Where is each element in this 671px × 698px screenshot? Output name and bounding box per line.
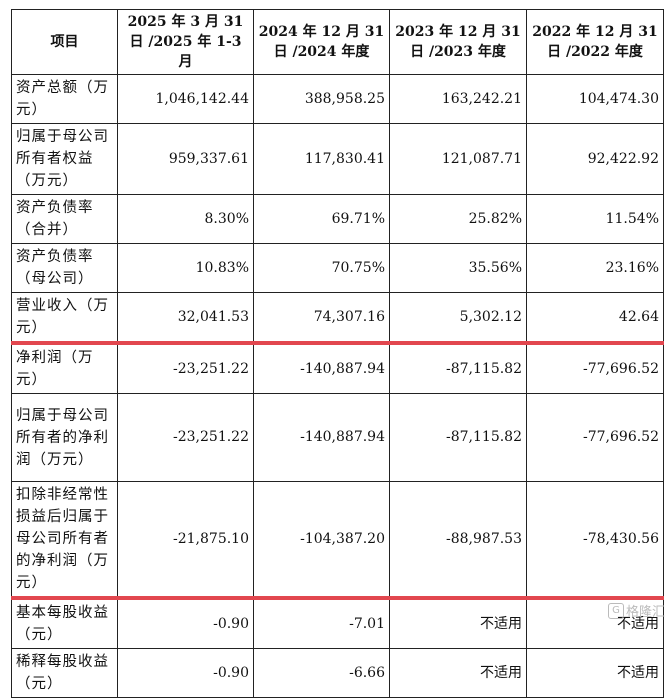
watermark: G 格隆汇 (607, 601, 665, 620)
cell: -78,430.56 (526, 481, 664, 600)
row-label: 归属于母公司所有者权益（万元） (11, 123, 118, 195)
table-row: 扣除非经常性损益后归属于母公司所有者的净利润（万元） -21,875.10 -1… (11, 481, 664, 600)
cell: 70.75% (253, 243, 390, 293)
header-2022: 2022 年 12 月 31 日 /2022 年度 (526, 9, 664, 75)
cell: -87,115.82 (389, 342, 527, 394)
cell: 74,307.16 (253, 292, 390, 345)
cell: -88,987.53 (389, 481, 527, 600)
cell: 388,958.25 (253, 74, 390, 124)
cell: 69.71% (253, 194, 390, 244)
row-label: 净利润（万元） (11, 342, 118, 394)
header-2025q1: 2025 年 3 月 31 日 /2025 年 1-3 月 (117, 9, 254, 75)
cell: 42.64 (526, 292, 664, 345)
cell: -23,251.22 (117, 342, 254, 394)
header-2023: 2023 年 12 月 31 日 /2023 年度 (389, 9, 527, 75)
cell: 8.30% (117, 194, 254, 244)
cell: 959,337.61 (117, 123, 254, 195)
cell: 10.83% (117, 243, 254, 293)
table-row: 基本每股收益（元） -0.90 -7.01 不适用 不适用 (11, 597, 664, 649)
cell: 104,474.30 (526, 74, 664, 124)
table-row: 资产负债率（母公司） 10.83% 70.75% 35.56% 23.16% (11, 243, 664, 293)
cell: -104,387.20 (253, 481, 390, 600)
cell: 35.56% (389, 243, 527, 293)
cell: 不适用 (389, 648, 527, 698)
table-row: 营业收入（万元） 32,041.53 74,307.16 5,302.12 42… (11, 292, 664, 345)
cell: -6.66 (253, 648, 390, 698)
cell: 163,242.21 (389, 74, 527, 124)
watermark-text: 格隆汇 (625, 605, 665, 620)
cell: 121,087.71 (389, 123, 527, 195)
row-label: 基本每股收益（元） (11, 597, 118, 649)
cell: 25.82% (389, 194, 527, 244)
g-logo-icon: G (607, 602, 624, 619)
row-label: 扣除非经常性损益后归属于母公司所有者的净利润（万元） (11, 481, 118, 600)
cell: 不适用 (389, 597, 527, 649)
cell: -140,887.94 (253, 342, 390, 394)
cell: -77,696.52 (526, 342, 664, 394)
cell: 92,422.92 (526, 123, 664, 195)
row-label: 归属于母公司所有者的净利润（万元） (11, 393, 118, 482)
header-2024: 2024 年 12 月 31 日 /2024 年度 (253, 9, 390, 75)
cell: -0.90 (117, 648, 254, 698)
table-row: 资产总额（万元） 1,046,142.44 388,958.25 163,242… (11, 74, 664, 124)
table-row: 归属于母公司所有者权益（万元） 959,337.61 117,830.41 12… (11, 123, 664, 195)
cell: -0.90 (117, 597, 254, 649)
row-label: 营业收入（万元） (11, 292, 118, 345)
cell: 23.16% (526, 243, 664, 293)
cell: 不适用 (526, 648, 664, 698)
row-label: 稀释每股收益（元） (11, 648, 118, 698)
table-row: 稀释每股收益（元） -0.90 -6.66 不适用 不适用 (11, 648, 664, 698)
cell: -7.01 (253, 597, 390, 649)
row-label: 资产负债率（合并） (11, 194, 118, 244)
financial-table: 项目 2025 年 3 月 31 日 /2025 年 1-3 月 2024 年 … (11, 9, 664, 698)
cell: -23,251.22 (117, 393, 254, 482)
row-label: 资产负债率（母公司） (11, 243, 118, 293)
cell: -140,887.94 (253, 393, 390, 482)
table-row: 资产负债率（合并） 8.30% 69.71% 25.82% 11.54% (11, 194, 664, 244)
cell: -21,875.10 (117, 481, 254, 600)
cell: -87,115.82 (389, 393, 527, 482)
cell: 117,830.41 (253, 123, 390, 195)
header-item: 项目 (11, 9, 118, 75)
cell: 5,302.12 (389, 292, 527, 345)
cell: 1,046,142.44 (117, 74, 254, 124)
cell: -77,696.52 (526, 393, 664, 482)
cell: 11.54% (526, 194, 664, 244)
header-row: 项目 2025 年 3 月 31 日 /2025 年 1-3 月 2024 年 … (11, 9, 664, 75)
table-row: 净利润（万元） -23,251.22 -140,887.94 -87,115.8… (11, 342, 664, 394)
cell: 32,041.53 (117, 292, 254, 345)
table-row: 归属于母公司所有者的净利润（万元） -23,251.22 -140,887.94… (11, 393, 664, 482)
row-label: 资产总额（万元） (11, 74, 118, 124)
